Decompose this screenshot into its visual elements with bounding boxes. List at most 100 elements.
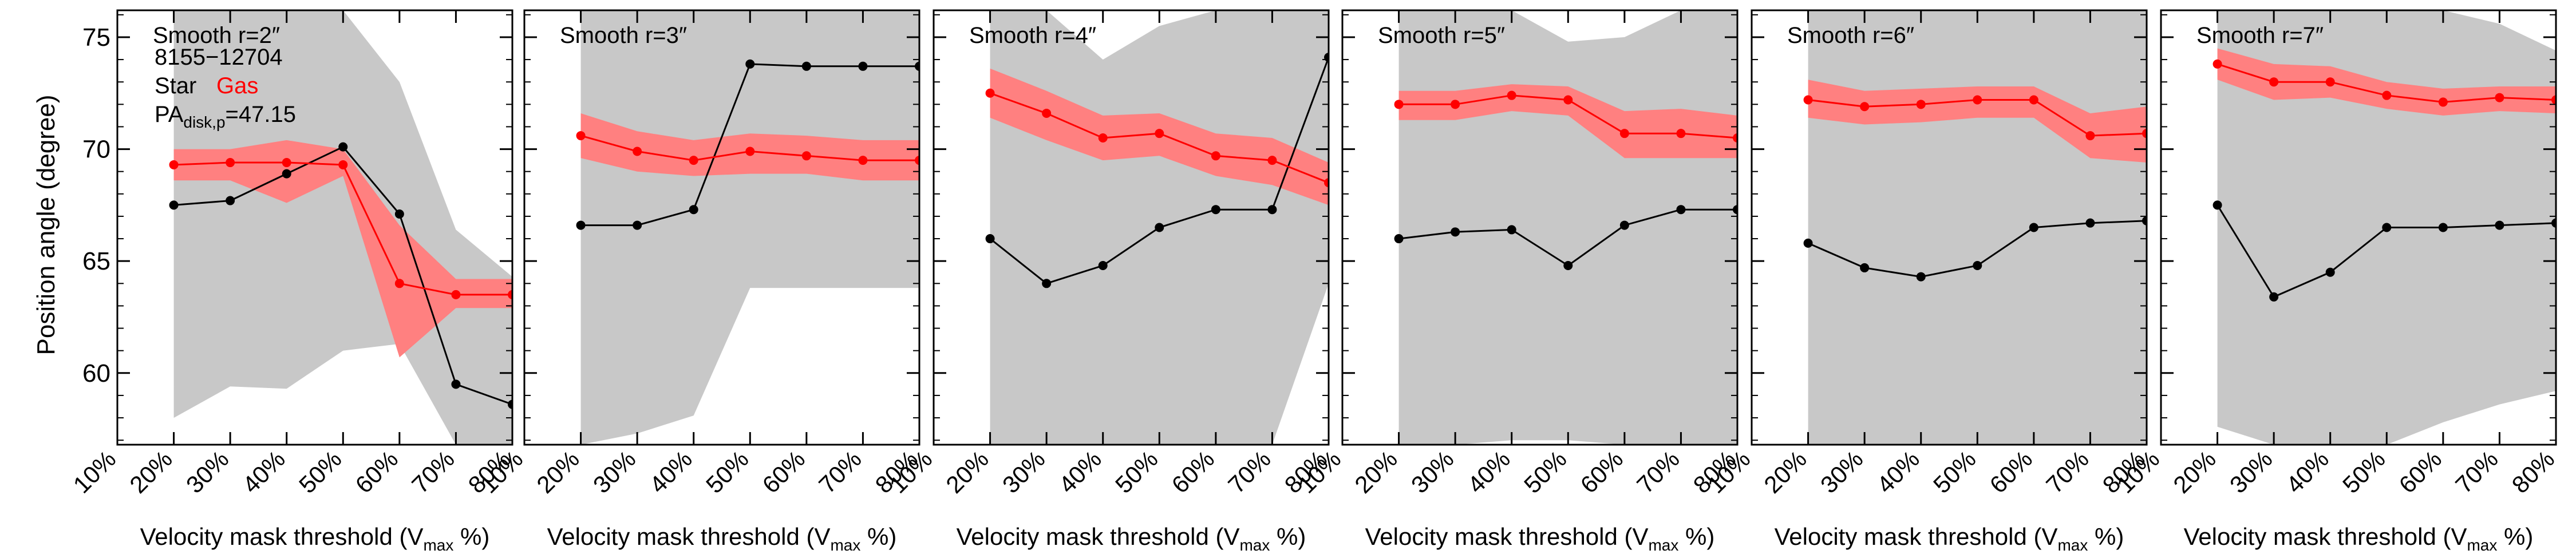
star-point xyxy=(2325,267,2335,277)
x-axis-label: Velocity mask threshold (Vmax %) xyxy=(1775,523,2124,554)
x-axis-label-main: Velocity mask threshold (V xyxy=(2184,523,2467,550)
x-tick-label: 30% xyxy=(997,445,1050,498)
gas-point xyxy=(1803,95,1813,105)
x-tick-label: 40% xyxy=(1053,445,1107,498)
chart-panel-6: 10% 20% 30% 40% 50% 60% 70% 80%Smooth r=7″Veloc… xyxy=(2112,9,2560,554)
star-point xyxy=(451,379,461,389)
plot-area xyxy=(985,10,1329,445)
x-tick-label: 40% xyxy=(644,445,697,498)
x-tick-label: 70% xyxy=(2041,445,2094,498)
star-point xyxy=(1267,205,1277,215)
pa-disk-label: PAdisk,p=47.15 xyxy=(155,102,296,131)
x-tick-label: 60% xyxy=(1575,445,1629,498)
x-tick-label: 70% xyxy=(2450,445,2503,498)
gas-point xyxy=(2142,129,2147,138)
star-point xyxy=(1042,279,1052,288)
gas-point xyxy=(2382,90,2392,100)
pa-label-sub: disk,p xyxy=(183,113,225,131)
x-axis-label: Velocity mask threshold (Vmax %) xyxy=(1365,523,1715,554)
star-point xyxy=(2085,218,2095,228)
panel-title: Smooth r=5″ xyxy=(1378,23,1505,48)
gas-point xyxy=(1916,100,1926,109)
gas-point xyxy=(1098,133,1108,143)
gas-point xyxy=(576,131,586,141)
star-point xyxy=(169,200,179,210)
star-point xyxy=(394,209,404,219)
x-axis-label-sub: max xyxy=(1239,536,1270,554)
annotation-block: 8155−12704 Star Gas PAdisk,p=47.15 xyxy=(155,45,296,131)
star-point xyxy=(226,196,235,205)
y-tick-label: 75 xyxy=(82,23,110,52)
gas-point xyxy=(508,290,512,299)
gas-point xyxy=(226,158,235,168)
gas-point xyxy=(1042,108,1052,118)
star-uncertainty-band xyxy=(1398,10,1737,445)
x-axis-label-sub: max xyxy=(830,536,860,554)
gas-point xyxy=(801,151,811,161)
star-point xyxy=(2029,223,2038,232)
star-point xyxy=(2551,218,2556,228)
chart-panel-4: 10% 20% 30% 40% 50% 60% 70% 80%Smooth r=5″Veloc… xyxy=(1293,9,1741,554)
x-tick-label: 50% xyxy=(1519,445,1572,498)
star-uncertainty-band xyxy=(1808,10,2147,445)
gas-point xyxy=(2551,95,2556,105)
plot-frame xyxy=(933,9,1330,446)
x-tick-label: 60% xyxy=(1985,445,2038,498)
plot-frame xyxy=(1751,9,2148,446)
plot-area xyxy=(1394,10,1737,445)
x-tick-label: 30% xyxy=(588,445,641,498)
gas-uncertainty-band xyxy=(2217,48,2556,116)
star-point xyxy=(2382,223,2392,232)
x-tick-label: 60% xyxy=(2394,445,2447,498)
star-point xyxy=(858,61,868,71)
star-point xyxy=(1394,234,1404,244)
x-tick-label: 50% xyxy=(294,445,347,498)
chart-panel-3: 10% 20% 30% 40% 50% 60% 70% 80%Smooth r=4″Veloc… xyxy=(884,9,1332,554)
star-point xyxy=(1803,238,1813,248)
chart-panel-2: 10% 20% 30% 40% 50% 60% 70% 80%Smooth r=3″Veloc… xyxy=(475,9,923,554)
chart-panel-5: 10% 20% 30% 40% 50% 60% 70% 80%Smooth r=6″Veloc… xyxy=(1702,9,2150,554)
star-point xyxy=(576,220,586,230)
star-point xyxy=(1973,261,1982,271)
gas-point xyxy=(394,279,404,288)
star-uncertainty-band xyxy=(173,10,512,445)
x-tick-label: 20% xyxy=(1349,445,1402,498)
gas-point xyxy=(1619,129,1629,138)
star-point xyxy=(1155,223,1164,232)
star-point xyxy=(1563,261,1573,271)
gas-point xyxy=(1211,151,1220,161)
star-point xyxy=(1916,272,1926,282)
x-tick-label: 50% xyxy=(1928,445,1981,498)
gas-point xyxy=(451,290,461,299)
x-axis-label-main: Velocity mask threshold (V xyxy=(1365,523,1649,550)
x-axis-label: Velocity mask threshold (Vmax %) xyxy=(547,523,897,554)
gas-point xyxy=(2438,97,2448,107)
y-tick-label: 65 xyxy=(82,247,110,275)
gas-point xyxy=(858,156,868,165)
star-point xyxy=(915,61,919,71)
x-axis-label-end: %) xyxy=(2497,523,2533,550)
gas-point xyxy=(1507,90,1516,100)
gas-point xyxy=(2212,59,2222,69)
gas-point xyxy=(1394,100,1404,109)
x-tick-label: 20% xyxy=(2168,445,2221,498)
gas-point xyxy=(1451,100,1460,109)
star-point xyxy=(2142,216,2147,225)
x-tick-label: 40% xyxy=(1462,445,1515,498)
plot-frame xyxy=(1341,9,1739,446)
gas-point xyxy=(1733,133,1737,143)
x-axis-label-sub: max xyxy=(1648,536,1678,554)
x-tick-label: 30% xyxy=(2225,445,2278,498)
star-point xyxy=(1098,261,1108,271)
x-tick-label: 20% xyxy=(941,445,994,498)
plot-frame xyxy=(523,9,920,446)
gas-point xyxy=(1860,102,1870,112)
star-point xyxy=(1860,263,1870,272)
x-axis-label: Velocity mask threshold (Vmax %) xyxy=(2184,523,2534,554)
x-tick-label: 80% xyxy=(2507,445,2560,498)
x-axis-label-end: %) xyxy=(860,523,896,550)
gas-point xyxy=(689,156,698,165)
x-axis-label-main: Velocity mask threshold (V xyxy=(547,523,831,550)
star-uncertainty-band xyxy=(580,10,919,445)
legend-gas-label: Gas xyxy=(216,73,258,98)
